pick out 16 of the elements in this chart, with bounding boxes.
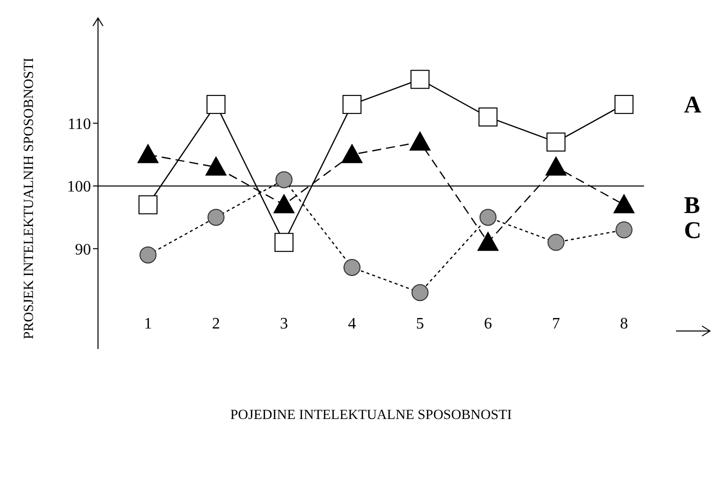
y-axis-title: PROSJEK INTELEKTUALNIH SPOSOBNOSTI xyxy=(22,57,37,340)
x-tick-label: 5 xyxy=(416,315,424,332)
x-tick-label: 4 xyxy=(348,315,356,332)
text: B xyxy=(684,192,700,219)
x-tick-label: 7 xyxy=(552,315,560,332)
x-tick-label: 8 xyxy=(620,315,628,332)
x-tick-label: 2 xyxy=(212,315,220,332)
x-axis-title: POJEDINE INTELEKTUALNE SPOSOBNOSTI xyxy=(230,408,512,423)
x-tick-label: 1 xyxy=(144,315,152,332)
y-tick-label: 90 xyxy=(75,241,91,258)
text: C xyxy=(684,218,702,244)
y-tick-label: 110 xyxy=(68,116,91,133)
x-tick-label: 6 xyxy=(484,315,492,332)
text: A xyxy=(684,92,702,118)
y-tick-label: 100 xyxy=(67,178,91,196)
x-tick-label: 3 xyxy=(280,315,288,332)
